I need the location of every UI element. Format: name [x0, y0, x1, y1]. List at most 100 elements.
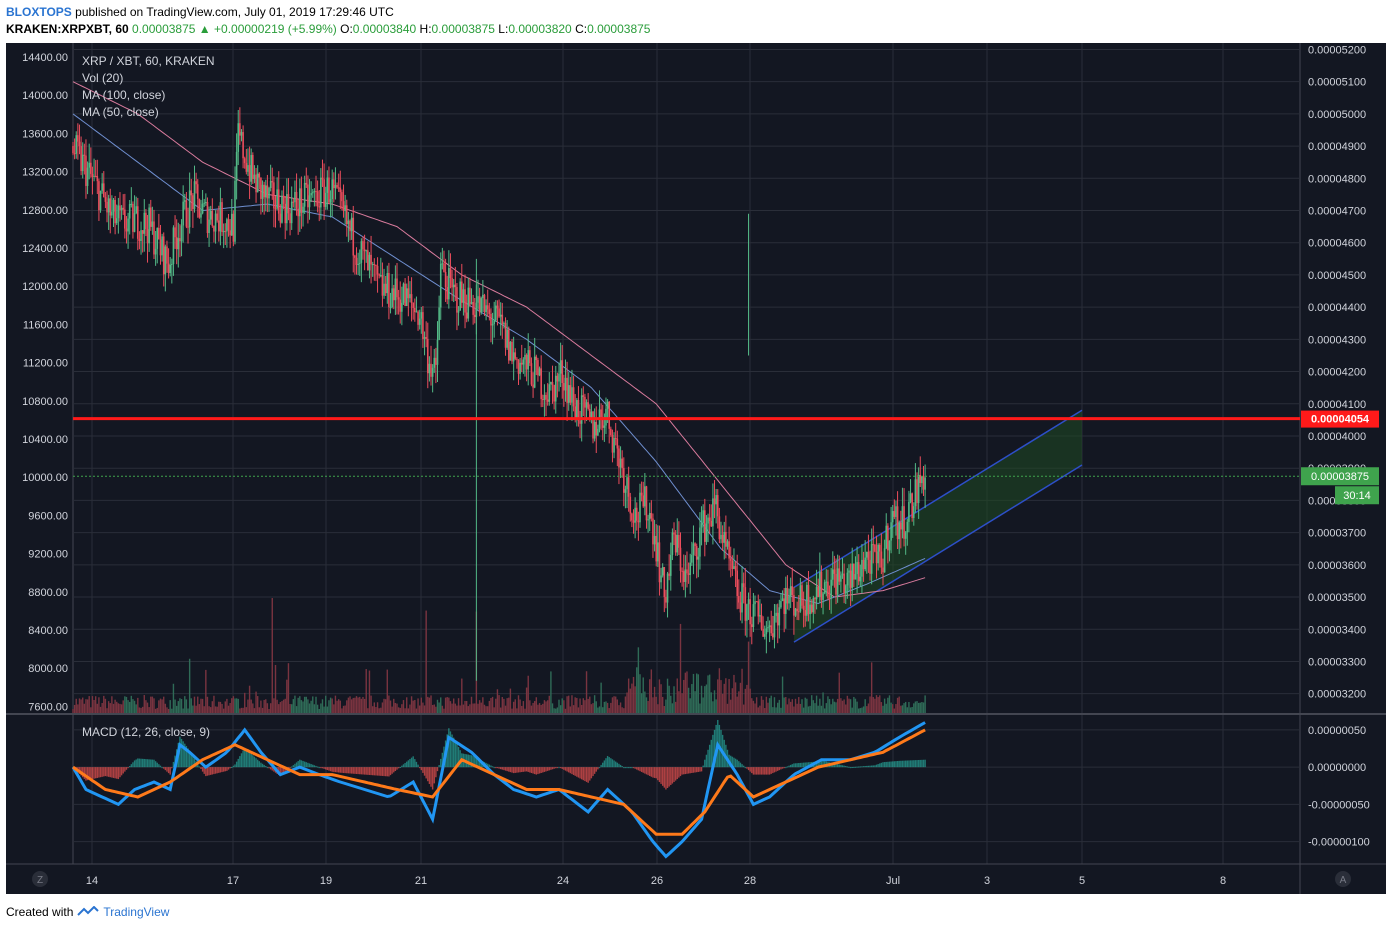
- macd-histogram-bar: [383, 767, 385, 777]
- candle-body: [874, 544, 876, 552]
- candle-body: [315, 191, 317, 193]
- macd-histogram-bar: [268, 767, 270, 769]
- volume-bar: [300, 700, 303, 713]
- candle-body: [571, 387, 573, 403]
- volume-bar: [352, 697, 354, 713]
- candle-body: [780, 600, 782, 608]
- macd-histogram-bar: [872, 765, 874, 768]
- time-axis-tick: 21: [415, 875, 427, 887]
- macd-histogram-bar: [815, 761, 818, 768]
- macd-histogram-bar: [266, 767, 269, 769]
- volume-bar: [240, 707, 243, 713]
- candle-body: [726, 541, 729, 547]
- volume-bar: [279, 702, 282, 713]
- volume-bar: [350, 699, 353, 713]
- candle-body: [632, 520, 635, 523]
- candle-body: [75, 135, 78, 154]
- volume-bar: [904, 701, 907, 713]
- volume-bar: [498, 695, 500, 713]
- macd-histogram-bar: [397, 767, 400, 769]
- volume-bar: [180, 699, 183, 713]
- macd-histogram-bar: [546, 767, 549, 771]
- candle-body: [316, 191, 319, 207]
- volume-bar: [213, 695, 215, 713]
- macd-histogram-bar: [122, 767, 124, 774]
- candle-body: [389, 307, 392, 309]
- candle-body: [480, 298, 483, 313]
- macd-histogram-bar: [559, 767, 562, 769]
- volume-bar: [649, 679, 651, 713]
- macd-histogram-bar: [150, 759, 152, 768]
- chart-legend: XRP / XBT, 60, KRAKEN Vol (20) MA (100, …: [82, 54, 215, 739]
- price-chart[interactable]: 14400.0014000.0013600.0013200.0012800.00…: [6, 43, 1386, 894]
- footer-brand[interactable]: TradingView: [103, 905, 170, 919]
- candle-body: [639, 492, 641, 523]
- price-level-lines[interactable]: [73, 417, 1300, 477]
- macd-histogram-bar: [454, 740, 457, 768]
- macd-histogram-bar: [845, 766, 847, 768]
- candle-body: [337, 187, 340, 189]
- volume-bar: [247, 699, 249, 713]
- candle-body: [689, 562, 692, 575]
- candle-body: [237, 123, 240, 152]
- macd-histogram-bar: [674, 767, 677, 781]
- candle-body: [482, 294, 484, 299]
- time-axis[interactable]: 14 17 19 21 24 26 28 Jul 3 5 8: [86, 875, 1226, 887]
- macd-histogram-bar: [240, 753, 243, 768]
- candle-body: [195, 181, 197, 185]
- volume-bar: [451, 703, 453, 713]
- candle-body: [742, 583, 745, 588]
- candle-body: [765, 628, 768, 635]
- volume-bar: [674, 701, 677, 713]
- volume-bar: [414, 700, 416, 713]
- volume-bar: [922, 702, 925, 713]
- macd-histogram-bar: [242, 750, 244, 768]
- candle-body: [752, 604, 755, 628]
- candle-body: [679, 547, 682, 571]
- a-button[interactable]: A: [1335, 871, 1351, 887]
- volume-bar: [130, 695, 133, 713]
- candle-body: [354, 255, 356, 258]
- candle-body: [320, 177, 322, 208]
- macd-histogram-bar: [650, 767, 653, 777]
- candle-body: [650, 513, 653, 519]
- macd-histogram-bar: [336, 767, 338, 773]
- z-button[interactable]: Z: [32, 871, 48, 887]
- volume-bar: [103, 695, 105, 713]
- left-axis-tick: 13600.00: [22, 128, 68, 140]
- macd-histogram-bar: [388, 767, 390, 777]
- candle-body: [676, 534, 679, 553]
- macd-histogram-bar: [657, 767, 659, 781]
- macd-histogram-bar: [428, 767, 431, 784]
- macd-histogram-bar: [222, 767, 225, 772]
- volume-bar: [171, 708, 173, 713]
- volume-bar: [804, 697, 806, 713]
- candle-body: [867, 551, 870, 560]
- zoom-icon[interactable]: [32, 871, 48, 887]
- macd-histogram-bar: [859, 766, 862, 768]
- volume-bar: [158, 700, 160, 713]
- candle-body: [914, 479, 917, 507]
- volume-bar: [274, 664, 277, 713]
- candle-body: [130, 203, 133, 205]
- candle-body: [323, 179, 325, 207]
- candle-body: [705, 523, 708, 542]
- macd-histogram-bar: [116, 767, 118, 779]
- volume-bar: [242, 707, 244, 713]
- candle-body: [621, 458, 623, 469]
- author-name[interactable]: BLOXTOPS: [6, 5, 72, 19]
- candle-body: [880, 551, 883, 568]
- candle-body: [720, 534, 722, 540]
- volume-bar: [397, 707, 400, 713]
- volume-bar: [265, 699, 267, 713]
- macd-histogram-bar: [438, 764, 440, 768]
- auto-scale-icon[interactable]: [1335, 871, 1351, 887]
- volume-bar: [389, 700, 392, 713]
- candle-body: [623, 468, 625, 493]
- volume-bar: [418, 705, 421, 713]
- candle-body: [496, 305, 499, 309]
- candlesticks[interactable]: [72, 107, 926, 681]
- candle-body: [542, 399, 544, 401]
- candle-body: [658, 542, 661, 583]
- volume-bar: [210, 707, 212, 713]
